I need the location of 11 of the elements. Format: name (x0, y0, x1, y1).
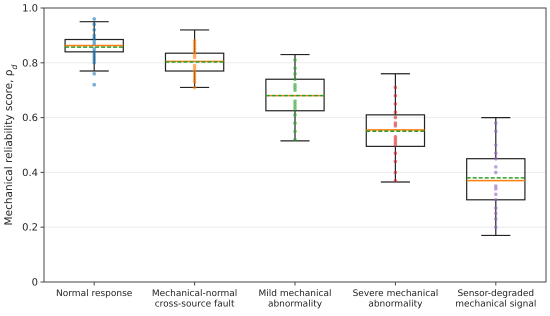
x-tick-label: Mechanical-normal cross-source fault (152, 289, 238, 310)
y-tick-label: 1.0 (22, 4, 38, 14)
x-tick-label: Severe mechanical abnormality (352, 289, 438, 310)
x-tick-label: Sensor-degraded mechanical signal (455, 289, 536, 310)
y-tick-label: 0.8 (22, 58, 38, 70)
y-tick-label: 0.2 (22, 222, 38, 234)
x-tick-label: Normal response (56, 289, 133, 299)
x-tick-label: Mild mechanical abnormality (258, 289, 332, 310)
y-tick-label: 0 (32, 278, 38, 288)
y-tick-label: 0.4 (22, 168, 38, 179)
y-tick-label: 0.6 (22, 113, 38, 124)
